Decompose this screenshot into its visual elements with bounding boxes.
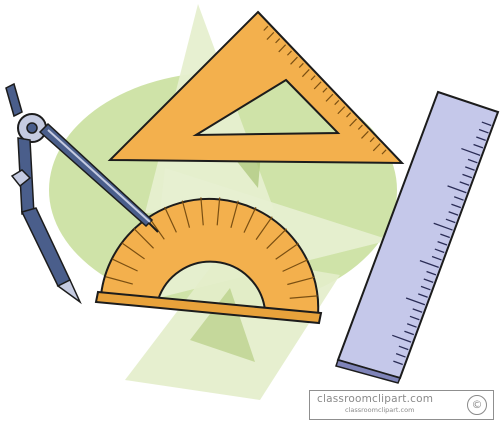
protractor-tick bbox=[133, 228, 155, 249]
ruler-tick bbox=[448, 211, 459, 216]
set-square-tick bbox=[369, 137, 375, 143]
ruler-tick bbox=[478, 128, 489, 134]
set-square-tick bbox=[313, 81, 322, 90]
set-square-tick bbox=[275, 38, 281, 44]
ruler-tick bbox=[440, 233, 450, 239]
set-square-tick bbox=[357, 124, 363, 130]
protractor-tick bbox=[282, 259, 309, 272]
protractor-base bbox=[94, 290, 323, 325]
ruler-tick bbox=[405, 297, 426, 306]
set-square-tick bbox=[349, 118, 357, 127]
set-square-tick bbox=[337, 106, 346, 115]
compass-pencil-tip bbox=[56, 278, 82, 305]
ruler-tick bbox=[393, 360, 403, 366]
ruler-tick bbox=[461, 147, 481, 156]
ruler-tick bbox=[467, 158, 478, 164]
set-square-tick bbox=[266, 31, 275, 40]
set-square-tick bbox=[298, 62, 304, 69]
watermark-badge: © bbox=[467, 395, 487, 415]
set-square-tick bbox=[310, 75, 316, 81]
pale-shadow-2 bbox=[190, 288, 255, 362]
ruler-tick bbox=[423, 278, 434, 283]
protractor-tick bbox=[287, 276, 315, 286]
set-square-ticks bbox=[263, 25, 387, 155]
triangle-ruler-body bbox=[107, 10, 405, 165]
protractor-tick bbox=[255, 216, 273, 240]
ruler-tick bbox=[437, 240, 448, 246]
ruler-tick bbox=[445, 218, 456, 224]
protractor-tick bbox=[181, 200, 191, 228]
triangle-ruler-icon bbox=[107, 10, 405, 165]
set-square-tick bbox=[290, 56, 298, 65]
watermark-line2: classroomclipart.com bbox=[345, 406, 415, 414]
protractor-tick bbox=[164, 206, 177, 233]
ruler-tick bbox=[406, 323, 417, 328]
set-square-tick bbox=[278, 44, 287, 53]
set-square-tick bbox=[346, 112, 352, 118]
watermark-site: classroomclipart.com bbox=[317, 393, 434, 405]
ruler-tick bbox=[395, 353, 406, 358]
compass-needle-tip bbox=[148, 222, 159, 233]
ruler-tick bbox=[481, 121, 492, 127]
compass-needle-leg bbox=[38, 122, 154, 228]
set-square-tick bbox=[372, 143, 381, 152]
compass-pencil-holder bbox=[10, 169, 32, 188]
ruler-tick bbox=[404, 330, 415, 336]
ruler-tick bbox=[462, 173, 473, 179]
ruler-tick bbox=[473, 143, 484, 149]
ruler-ticks bbox=[392, 121, 492, 366]
set-square-tick bbox=[322, 87, 328, 93]
compass-icon bbox=[5, 82, 159, 305]
ruler-edge bbox=[335, 359, 402, 384]
protractor-tick bbox=[230, 200, 239, 228]
ruler-tick bbox=[409, 315, 420, 321]
compass-needle-stripe bbox=[47, 129, 151, 223]
compass-handle bbox=[5, 82, 23, 118]
ruler-tick bbox=[398, 345, 409, 351]
protractor-ticks bbox=[105, 197, 318, 299]
ruler-tick bbox=[476, 136, 486, 142]
set-square-tick bbox=[301, 69, 310, 78]
protractor-tick bbox=[243, 206, 257, 233]
ruler-tick bbox=[419, 260, 439, 269]
protractor-tick bbox=[121, 242, 145, 260]
set-square-tick bbox=[286, 50, 292, 56]
ruler-tick bbox=[392, 334, 412, 343]
ruler-tick bbox=[412, 308, 423, 313]
protractor-tick bbox=[275, 242, 299, 260]
set-square-tick bbox=[361, 130, 369, 139]
set-square-tick bbox=[263, 25, 269, 31]
set-square-tick bbox=[325, 93, 334, 102]
ruler-tick bbox=[451, 203, 462, 209]
protractor-tick bbox=[200, 197, 204, 226]
compass-hinge-screw bbox=[26, 122, 38, 134]
ruler-tick bbox=[459, 181, 470, 186]
ruler-tick bbox=[453, 196, 464, 201]
protractor-tick bbox=[111, 258, 138, 272]
ruler-tick bbox=[426, 270, 437, 276]
watermark: classroomclipart.com classroomclipart.co… bbox=[309, 390, 494, 420]
set-square-tick bbox=[334, 99, 340, 106]
ruler-tick bbox=[433, 222, 453, 231]
ruler-tick bbox=[420, 285, 431, 291]
set-square-tick bbox=[381, 149, 387, 155]
protractor-tick bbox=[289, 295, 318, 299]
ruler-tick bbox=[431, 255, 442, 261]
ruler-tick bbox=[418, 293, 428, 298]
ruler-icon bbox=[335, 90, 500, 384]
ruler-tick bbox=[447, 185, 467, 194]
ruler-tick bbox=[434, 248, 445, 254]
ruler-tick bbox=[465, 166, 475, 171]
protractor-tick bbox=[216, 197, 221, 226]
protractor-tick bbox=[266, 228, 287, 250]
protractor-tick bbox=[105, 276, 133, 285]
